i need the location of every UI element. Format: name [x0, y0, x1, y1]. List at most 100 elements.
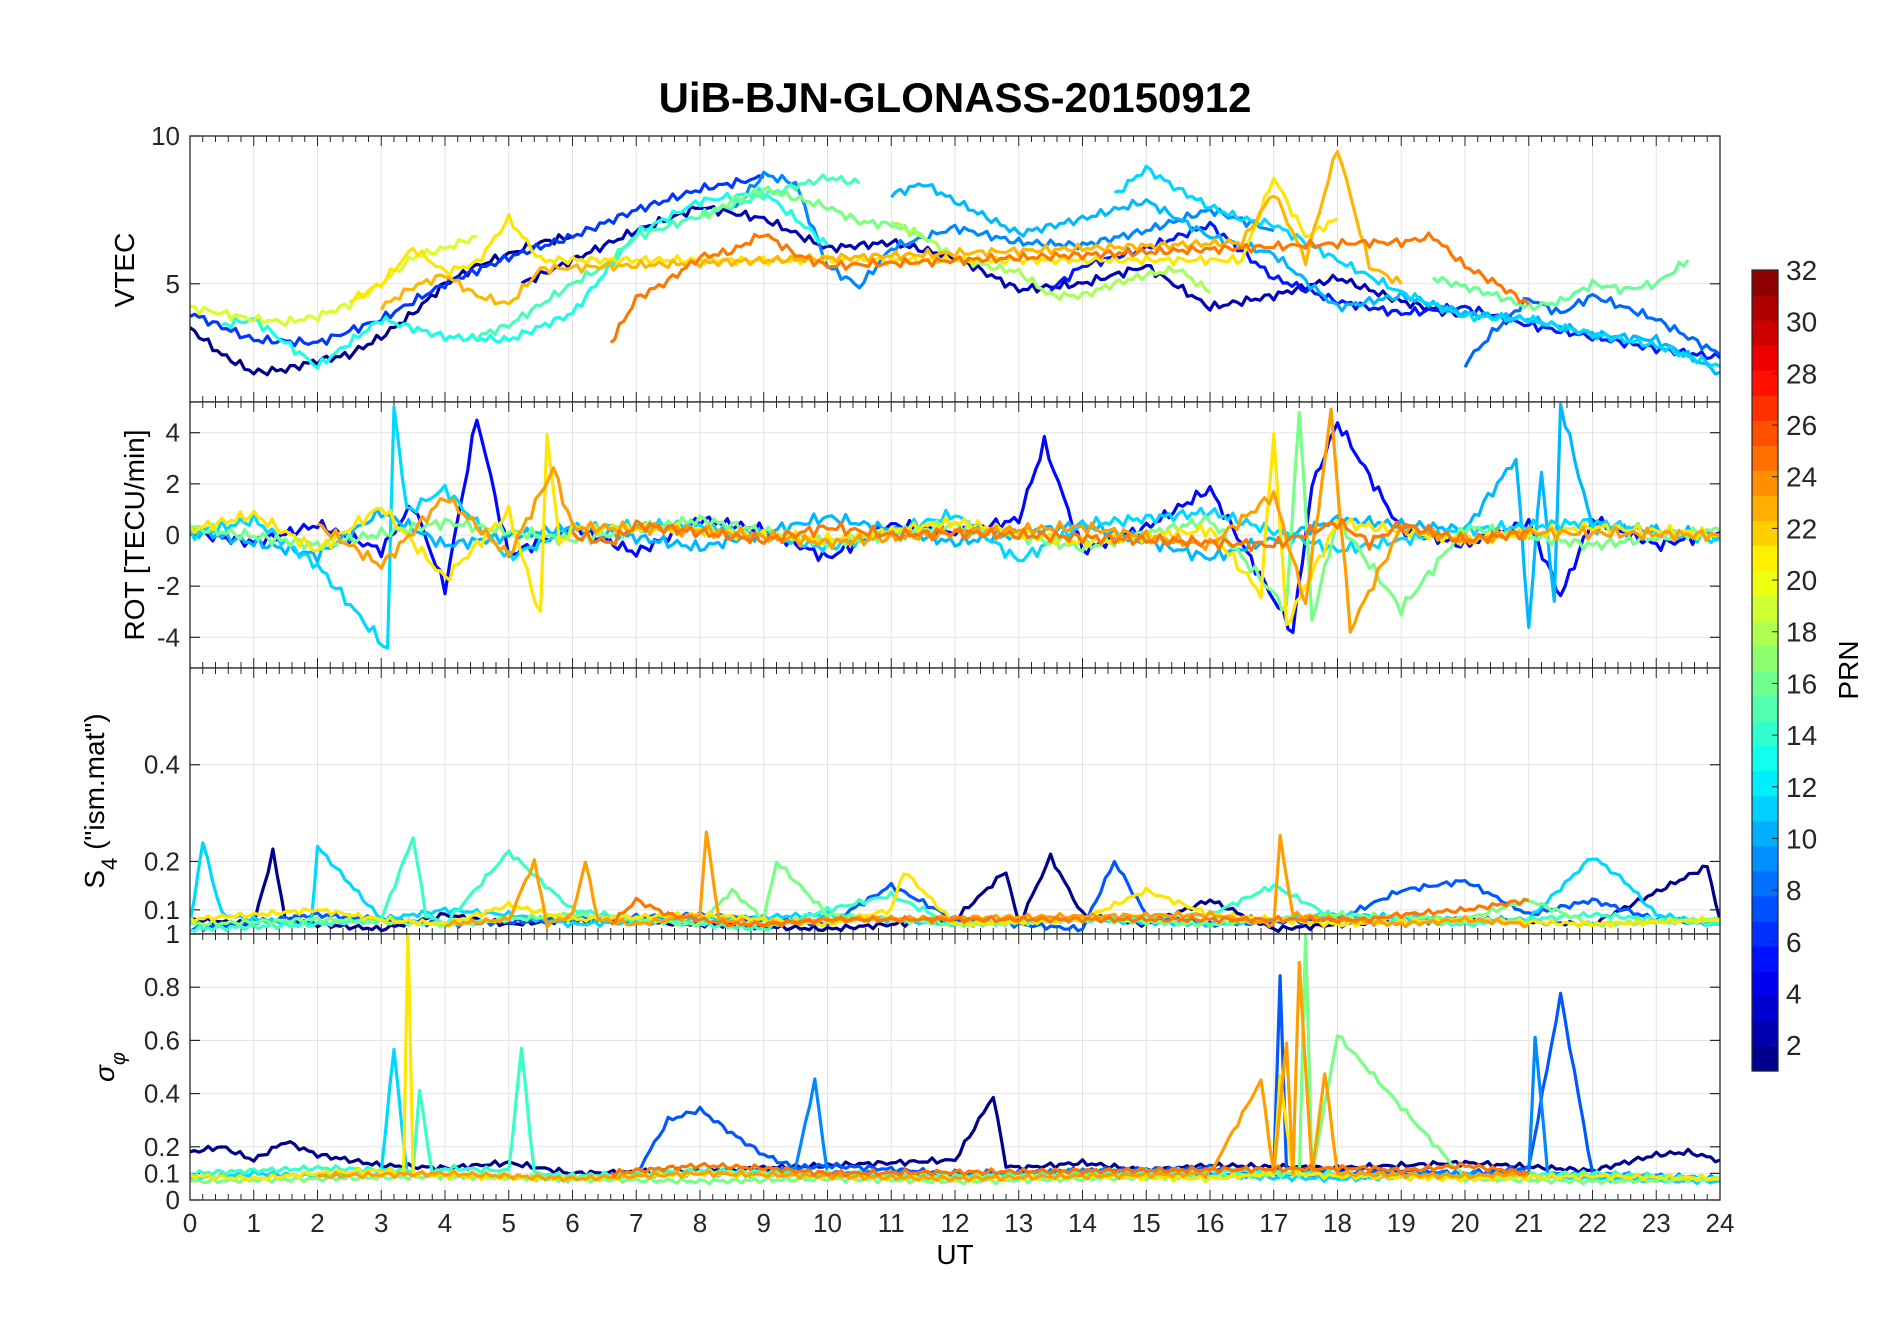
colorbar-segment — [1752, 545, 1778, 571]
x-axis-label: UT — [936, 1239, 973, 1270]
colorbar-tick-label: 18 — [1786, 617, 1817, 648]
rot-ytick-label: 0 — [166, 520, 180, 550]
s4-label-main: S — [79, 870, 110, 889]
colorbar-segment — [1752, 645, 1778, 672]
colorbar-segment — [1752, 695, 1778, 722]
colorbar-tick-label: 4 — [1786, 978, 1802, 1009]
rot-ytick-label: 2 — [166, 469, 180, 499]
colorbar-segment — [1752, 770, 1778, 797]
colorbar-segment — [1752, 420, 1778, 446]
colorbar-tick-label: 24 — [1786, 462, 1817, 493]
s4-series-prn-24 — [610, 896, 1529, 928]
x-tick-label: 11 — [878, 1208, 905, 1238]
x-tick-label: 22 — [1578, 1208, 1607, 1238]
colorbar-segment — [1752, 495, 1778, 521]
colorbar-segment — [1752, 995, 1778, 1022]
colorbar-segment — [1752, 570, 1778, 597]
colorbar-segment — [1752, 720, 1778, 747]
colorbar-segment — [1752, 795, 1778, 822]
colorbar-tick-label: 14 — [1786, 720, 1817, 751]
x-tick-label: 1 — [247, 1208, 261, 1238]
sigma_phi-series-group — [190, 934, 1720, 1186]
colorbar-segment — [1752, 320, 1778, 346]
colorbar-tick-label: 10 — [1786, 823, 1817, 854]
vtec-series-prn-24 — [609, 231, 1530, 344]
vtec-series-prn-5 — [1049, 220, 1720, 361]
sigma_phi-ytick-label: 0 — [166, 1185, 180, 1215]
vtec-series-prn-15 — [475, 173, 861, 341]
x-tick-label: 23 — [1642, 1208, 1671, 1238]
vtec-series-prn-16 — [1431, 259, 1690, 311]
s4-ytick-label: 0.1 — [144, 895, 180, 925]
sigma-phi-panel: 00.10.2 0.4 0.6 0.8 1 — [144, 919, 1721, 1215]
colorbar-segment — [1752, 445, 1778, 471]
colorbar-segment — [1752, 970, 1778, 997]
s4-label-rest: ("ism.mat") — [79, 713, 110, 857]
rot-series-group — [190, 402, 1720, 650]
sigma_phi-ytick-label: 0.2 — [144, 1132, 180, 1162]
x-tick-label: 13 — [1004, 1208, 1033, 1238]
sigma_phi-ytick-label: 0.4 — [144, 1079, 180, 1109]
x-tick-label: 0 — [183, 1208, 197, 1238]
vtec-panel: 5 10 — [151, 121, 1721, 403]
vtec-ytick-label: 5 — [166, 269, 180, 299]
chart-title: UiB-BJN-GLONASS-20150912 — [659, 74, 1252, 121]
sigma_phi-series-prn-23 — [317, 960, 1530, 1183]
colorbar-tick-label: 8 — [1786, 875, 1802, 906]
colorbar-segment — [1752, 370, 1778, 396]
s4-ytick-label: 0.4 — [144, 750, 180, 780]
sigma_phi-ytick-label: 1 — [166, 919, 180, 949]
vtec-series-group — [190, 150, 1720, 377]
colorbar-segment — [1752, 595, 1778, 622]
x-tick-label: 14 — [1068, 1208, 1097, 1238]
colorbar-segment — [1752, 845, 1778, 872]
x-tick-label: 21 — [1514, 1208, 1543, 1238]
x-tick-label: 19 — [1387, 1208, 1416, 1238]
x-axis-tick-labels: 0 1 2 3 4 5 6 7 8 9 10 11 12 13 14 15 16 17 18 19 20 21 22 23 24 — [183, 1208, 1735, 1238]
colorbar-tick-label: 30 — [1786, 307, 1817, 338]
colorbar-segment — [1752, 945, 1778, 972]
vtec-series-prn-6 — [190, 174, 765, 348]
colorbar-tick-label: 26 — [1786, 410, 1817, 441]
x-tick-label: 15 — [1132, 1208, 1161, 1238]
sigma_phi-series-prn-24 — [610, 1161, 1530, 1178]
x-tick-label: 24 — [1706, 1208, 1735, 1238]
rot-y-axis-label: ROT [TECU/min] — [119, 429, 150, 640]
sigma_phi-ytick-label: 0.8 — [144, 972, 180, 1002]
vtec-y-axis-label: VTEC — [109, 233, 140, 308]
x-tick-label: 5 — [502, 1208, 516, 1238]
x-tick-label: 6 — [565, 1208, 579, 1238]
colorbar-segment — [1752, 895, 1778, 922]
sigma_phi-ytick-label: 0.6 — [144, 1025, 180, 1055]
x-tick-label: 17 — [1259, 1208, 1288, 1238]
colorbar-segment — [1752, 620, 1778, 647]
colorbar-tick-label: 20 — [1786, 565, 1817, 596]
x-tick-label: 12 — [941, 1208, 970, 1238]
sigma-phi-y-axis-label: σφ — [89, 1052, 130, 1082]
vtec-series-prn-19 — [891, 221, 1211, 301]
rot-series-prn-23 — [316, 407, 1720, 634]
s4-panel: 0.1 0.2 0.4 — [144, 667, 1721, 935]
colorbar-segment — [1752, 920, 1778, 947]
rot-panel: -4 -2 0 2 4 — [157, 401, 1721, 669]
colorbar-tick-label: 32 — [1786, 255, 1817, 286]
colorbar-segment — [1752, 820, 1778, 847]
x-tick-label: 8 — [693, 1208, 707, 1238]
colorbar-segment — [1752, 1020, 1778, 1047]
sigma_phi-axes-box — [189, 933, 1721, 1201]
vtec-series-prn-13 — [221, 186, 829, 370]
rot-ytick-label: -4 — [157, 622, 180, 652]
x-tick-label: 7 — [629, 1208, 643, 1238]
vtec-series-prn-17 — [699, 185, 925, 238]
colorbar-frame — [1751, 269, 1779, 1072]
vtec-series-prn-21 — [348, 176, 1339, 304]
x-tick-label: 9 — [757, 1208, 771, 1238]
vtec-series-prn-22 — [379, 150, 1403, 311]
colorbar-segment — [1752, 1045, 1778, 1072]
rot-series-prn-24 — [571, 517, 1530, 553]
colorbar-tick-label: 12 — [1786, 772, 1817, 803]
colorbar-tick-label: 22 — [1786, 513, 1817, 544]
vtec-ytick-label: 10 — [151, 121, 180, 151]
